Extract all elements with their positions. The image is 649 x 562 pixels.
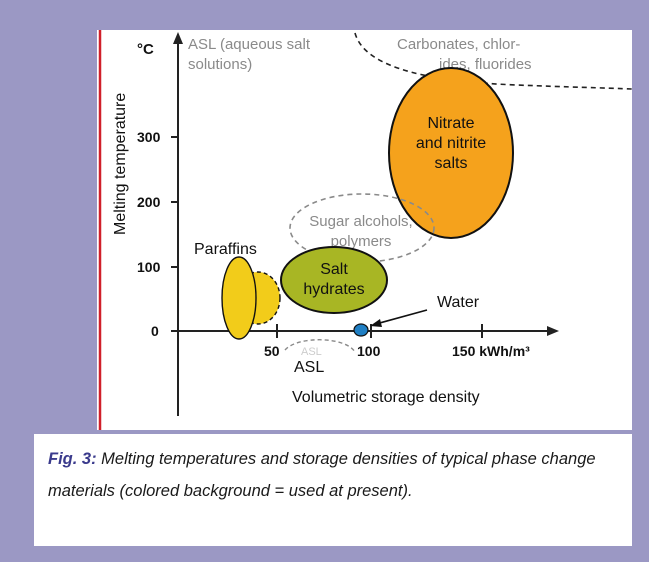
- nitrate-label-2: and nitrite: [416, 135, 486, 152]
- water-point: [353, 323, 369, 337]
- caption-label: Fig. 3:: [48, 450, 97, 468]
- y-tick-label: 0: [151, 323, 159, 339]
- phase-change-diagram: Melting temperature °C 0 100 200 300 50 …: [98, 30, 632, 430]
- caption-text: Melting temperatures and storage densiti…: [48, 450, 596, 500]
- y-tick-label: 100: [137, 259, 161, 275]
- paraffins-label: Paraffins: [194, 241, 257, 258]
- water-pointer-line: [375, 309, 428, 325]
- asl-top-label-2: solutions): [188, 56, 252, 73]
- x-ticks: 50 100 150 kWh/m³: [264, 324, 530, 359]
- sugar-label-2: polymers: [331, 233, 392, 250]
- x-tick-label: 50: [264, 343, 280, 359]
- water-label: Water: [437, 294, 480, 311]
- asl-faint-label: ASL: [301, 346, 322, 358]
- x-axis-arrow-icon: [547, 326, 559, 336]
- caption: Fig. 3: Melting temperatures and storage…: [34, 434, 632, 546]
- y-ticks: 0 100 200 300: [137, 129, 178, 339]
- nitrate-salts-region: [388, 67, 514, 239]
- nitrate-label-3: salts: [435, 155, 468, 172]
- paraffins-region: [221, 256, 257, 340]
- salt-hydrates-label: Salt: [320, 261, 348, 278]
- water-arrow-icon: [370, 319, 382, 327]
- figure-panel: Melting temperature °C 0 100 200 300 50 …: [97, 30, 632, 430]
- asl-bottom-label: ASL: [294, 359, 324, 376]
- y-unit-label: °C: [137, 41, 154, 58]
- asl-bottom-boundary: [284, 339, 356, 353]
- x-tick-label: 150 kWh/m³: [452, 343, 530, 359]
- y-axis-title: Melting temperature: [112, 93, 129, 235]
- y-tick-label: 300: [137, 129, 161, 145]
- x-axis-title: Volumetric storage density: [292, 389, 480, 406]
- asl-top-label: ASL (aqueous salt: [188, 36, 311, 53]
- carbonates-boundary: [354, 32, 632, 90]
- sugar-label: Sugar alcohols,: [309, 213, 412, 230]
- y-tick-label: 200: [137, 194, 161, 210]
- carbonates-label: Carbonates, chlor-: [397, 36, 520, 53]
- x-tick-label: 100: [357, 343, 381, 359]
- y-axis-arrow-icon: [173, 32, 183, 44]
- nitrate-label: Nitrate: [427, 115, 474, 132]
- salt-hydrates-label-2: hydrates: [303, 281, 364, 298]
- salt-hydrates-region: [280, 246, 388, 314]
